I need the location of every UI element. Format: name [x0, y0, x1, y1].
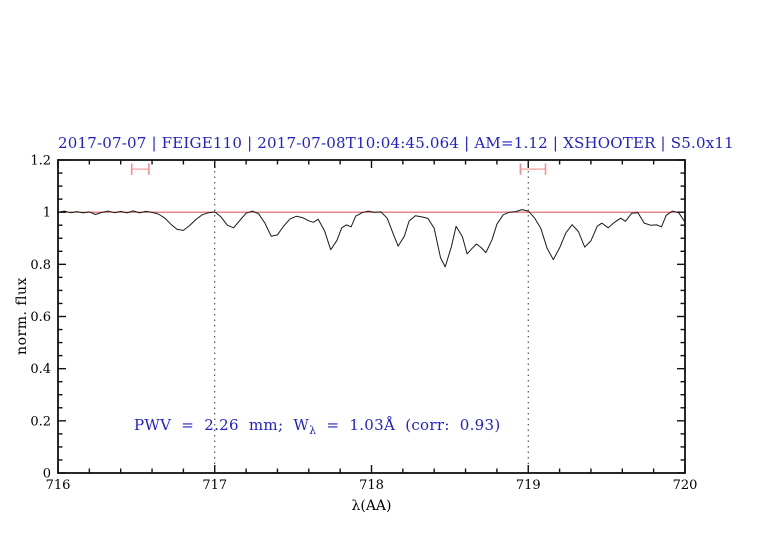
spectrum-line — [57, 209, 686, 268]
x-tick-label: 716 — [46, 478, 71, 493]
y-tick-label: 0.8 — [30, 258, 51, 273]
x-tick-label: 718 — [359, 478, 384, 493]
pwv-annotation-lambda-sub: λ — [309, 424, 317, 437]
x-tick-label: 717 — [202, 478, 227, 493]
pwv-annotation: PWV = 2.26 mm; Wλ = 1.03Å (corr: 0.93) — [134, 416, 501, 437]
y-tick-label: 1 — [43, 206, 51, 221]
feature-band-marker — [130, 163, 150, 175]
y-tick-label: 0.6 — [30, 310, 51, 325]
y-tick-label: 0.4 — [30, 362, 51, 377]
y-tick-label: 0 — [43, 467, 51, 482]
x-tick-label: 720 — [673, 478, 698, 493]
x-axis-label: λ(AA) — [351, 498, 392, 514]
pwv-annotation-suffix: = 1.03Å (corr: 0.93) — [316, 416, 501, 434]
x-tick-label: 719 — [516, 478, 541, 493]
y-tick-label: 1.2 — [30, 154, 51, 169]
plot-title: 2017-07-07 | FEIGE110 | 2017-07-08T10:04… — [58, 134, 734, 152]
feature-band-marker — [519, 163, 547, 175]
y-tick-label: 0.2 — [30, 414, 51, 429]
pwv-annotation-prefix: PWV = 2.26 mm; W — [134, 416, 310, 434]
